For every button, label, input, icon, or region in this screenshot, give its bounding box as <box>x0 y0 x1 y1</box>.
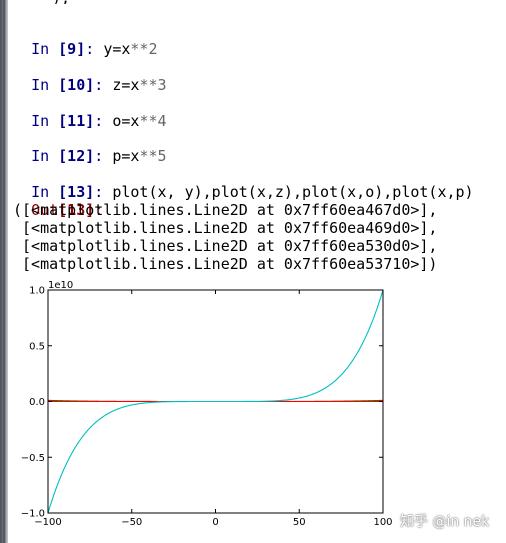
watermark-text: 知乎 @in nek <box>400 514 490 530</box>
in-prompt-colon: : <box>94 183 104 201</box>
in-prompt: In <box>31 40 59 58</box>
in-prompt-number: [10] <box>58 76 95 94</box>
in-prompt-colon: : <box>94 147 104 165</box>
y-tick-label: −1.0 <box>21 509 45 520</box>
cell-code-op: **3 <box>139 76 167 94</box>
input-cell-10[interactable]: In [10]: z=x**3 <box>13 57 167 95</box>
x-tick-label: −100 <box>34 517 61 528</box>
cell-code: p=x <box>112 147 140 165</box>
y-tick-label: 1.0 <box>29 286 45 297</box>
notebook-left-border <box>0 0 8 543</box>
output-line: [<matplotlib.lines.Line2D at 0x7ff60ea53… <box>13 255 438 273</box>
cell-code: z=x <box>112 76 140 94</box>
input-cell-9[interactable]: In [9]: y=x**2 <box>13 21 158 59</box>
out-prompt-label: Out <box>31 201 59 219</box>
input-cell-11[interactable]: In [11]: o=x**4 <box>13 93 167 131</box>
x-tick-label: −50 <box>121 517 142 528</box>
in-prompt-number: [13] <box>58 183 95 201</box>
out-prompt-number: [13] <box>58 201 95 219</box>
out-prompt-colon: : <box>94 201 104 219</box>
y-tick-label: 0.5 <box>29 341 45 352</box>
y-tick-label: −0.5 <box>21 453 45 464</box>
x-tick-label: 50 <box>293 517 306 528</box>
in-prompt-number: [9] <box>58 40 86 58</box>
previous-cell-fragment: ), <box>52 0 122 4</box>
in-prompt: In <box>31 112 59 130</box>
y-offset-label: 1e10 <box>48 280 73 291</box>
y-tick-label: 0.0 <box>29 397 45 408</box>
cell-code: y=x <box>103 40 131 58</box>
in-prompt: In <box>31 147 59 165</box>
output-line: [<matplotlib.lines.Line2D at 0x7ff60ea46… <box>13 219 438 237</box>
cell-code-op: **5 <box>139 147 167 165</box>
cell-code-op: **2 <box>130 40 158 58</box>
cell-code: plot(x, y),plot(x,z),plot(x,o),plot(x,p) <box>112 183 474 201</box>
in-prompt-colon: : <box>94 112 104 130</box>
x-tick-label: 100 <box>373 517 392 528</box>
in-prompt: In <box>31 183 59 201</box>
output-prompt: Out[13]: <box>13 182 103 220</box>
input-cell-13[interactable]: In [13]: plot(x, y),plot(x,z),plot(x,o),… <box>13 164 474 202</box>
in-prompt-colon: : <box>94 76 104 94</box>
in-prompt: In <box>31 76 59 94</box>
output-line: ([<matplotlib.lines.Line2D at 0x7ff60ea4… <box>13 201 438 219</box>
in-prompt-colon: : <box>85 40 95 58</box>
output-line: [<matplotlib.lines.Line2D at 0x7ff60ea53… <box>13 237 438 255</box>
x-tick-label: 0 <box>212 517 218 528</box>
in-prompt-number: [11] <box>58 112 95 130</box>
cell-code-op: **4 <box>139 112 167 130</box>
in-prompt-number: [12] <box>58 147 95 165</box>
cell-code: o=x <box>112 112 140 130</box>
matplotlib-figure: −100 −50 0 50 100 −1.0 −0.5 0.0 0.5 1.0 1e10 <box>21 280 393 528</box>
input-cell-12[interactable]: In [12]: p=x**5 <box>13 128 167 166</box>
series-line-5 <box>47 289 384 514</box>
